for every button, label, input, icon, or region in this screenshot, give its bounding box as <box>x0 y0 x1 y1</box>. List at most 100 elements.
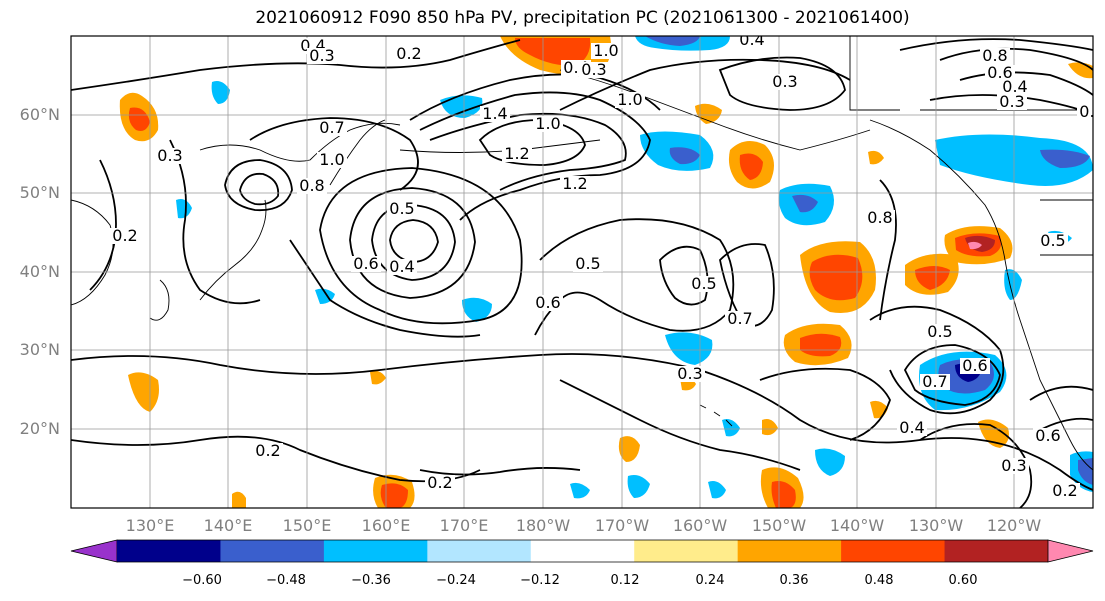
colorbar-cells <box>117 540 1049 562</box>
pv-contour <box>1039 417 1093 431</box>
colorbar-cell <box>737 540 842 562</box>
contour-label: 0.5 <box>927 322 952 341</box>
pv-contour <box>71 353 1093 491</box>
contour-label: 0.7 <box>319 118 344 137</box>
pv-contour <box>224 159 293 212</box>
precip-positive-core <box>515 38 591 66</box>
contour-label: 0.2 <box>427 473 452 492</box>
precip-negative-core <box>669 147 700 165</box>
contour-label: 1.0 <box>617 90 642 109</box>
precip-negative-core <box>792 194 818 213</box>
lon-label-130e: 130°E <box>125 516 175 535</box>
colorbar-tick-label: 0.60 <box>948 573 978 588</box>
contour-label-background <box>110 228 140 244</box>
lon-label-130w: 130°W <box>908 516 964 535</box>
lon-label-170w: 170°W <box>594 516 650 535</box>
colorbar-cell <box>220 540 325 562</box>
pv-contour <box>534 218 735 336</box>
contour-label-background <box>1000 79 1030 95</box>
pv-contour <box>659 245 709 306</box>
pv-contour <box>389 219 439 263</box>
pv-contour <box>419 467 581 476</box>
pv-contour <box>169 139 261 305</box>
pv-contour <box>289 239 481 338</box>
precip-positive-core <box>739 153 763 180</box>
contour-label-background <box>573 256 603 272</box>
lat-label-20n: 20°N <box>19 419 60 438</box>
colorbar-tick-label: 0.24 <box>695 573 725 588</box>
pv-contour <box>1029 385 1093 401</box>
contour-label-background <box>387 201 417 217</box>
pv-contour <box>559 58 851 111</box>
coastline-korea <box>149 279 170 321</box>
precip-negative-area <box>176 199 192 219</box>
contour-label-background <box>480 106 510 122</box>
contour-label: 0.5 <box>691 274 716 293</box>
coastline-alaska <box>559 69 871 151</box>
precip-negative-core <box>645 36 700 46</box>
contour-label: 1.2 <box>504 144 529 163</box>
contour-label-background <box>689 276 719 292</box>
colorbar-cell <box>117 540 221 562</box>
contour-label-background <box>307 48 337 64</box>
contour-label-background <box>253 443 283 459</box>
contour-label: 0.4 <box>1002 77 1027 96</box>
contour-label: 0.3 <box>1001 456 1026 475</box>
precip-negative-area <box>462 297 492 322</box>
contour-label: 0.4 <box>739 30 764 49</box>
lat-label-30n: 30°N <box>19 340 60 359</box>
contour-label-background <box>394 46 424 62</box>
contour-label: 0.5 <box>1040 231 1065 250</box>
contour-label-background <box>737 36 767 48</box>
colorbar-tick-label: −0.36 <box>351 573 391 588</box>
contour-label-background <box>502 146 532 162</box>
contour-label-background <box>155 148 185 164</box>
lon-label-150w: 150°W <box>751 516 807 535</box>
pv-contour <box>959 71 1093 96</box>
lat-label-60n: 60°N <box>19 105 60 124</box>
coastline-hawaii <box>699 404 733 427</box>
contour-label: 0.8 <box>867 208 892 227</box>
map-border <box>70 35 1094 509</box>
contour-label: 0.3 <box>309 46 334 65</box>
colorbar-cell <box>944 540 1049 562</box>
contour-label-background <box>591 43 621 59</box>
pv-contour <box>71 39 521 91</box>
colorbar-tick-label: −0.60 <box>182 573 222 588</box>
precip-positive-core <box>809 254 863 301</box>
lon-label-140w: 140°W <box>829 516 885 535</box>
precip-positive-area <box>762 419 778 436</box>
colorbar-tick-label: 0.12 <box>610 573 640 588</box>
pv-contours <box>71 38 1093 508</box>
pv-contour <box>409 73 661 121</box>
pv-contour <box>419 91 651 221</box>
pv-contour <box>319 167 523 325</box>
precip-positive-area <box>370 370 386 385</box>
contour-label: 0.2 <box>1052 481 1077 500</box>
precip-negative-area <box>708 481 726 499</box>
contour-label-background <box>1050 483 1080 499</box>
precip-negative-area <box>722 419 740 437</box>
lon-label-150e: 150°E <box>282 516 332 535</box>
precip-negative-area <box>627 475 650 498</box>
contour-label: 0.2 <box>396 44 421 63</box>
pv-contour <box>903 344 1001 406</box>
precip-positive-area <box>232 491 246 508</box>
precip-positive-area <box>868 150 884 165</box>
pv-contour <box>879 179 897 321</box>
precip-positive-area <box>618 436 640 462</box>
contour-label: 0.5 <box>389 199 414 218</box>
contour-label: 0.6 <box>535 293 560 312</box>
pv-contour <box>718 56 846 111</box>
coastline-okhotsk <box>199 122 401 162</box>
colorbar-high-extension <box>1047 539 1094 563</box>
colorbar-cell <box>323 540 428 562</box>
pv-contour <box>559 379 801 471</box>
colorbar-tick-label: −0.48 <box>266 573 306 588</box>
contour-label: 0.7 <box>922 372 947 391</box>
contour-label: 0.8 <box>982 46 1007 65</box>
map-title: 2021060912 F090 850 hPa PV, precipitatio… <box>255 8 910 28</box>
contour-label: 1.0 <box>593 41 618 60</box>
pv-contour <box>719 243 775 327</box>
